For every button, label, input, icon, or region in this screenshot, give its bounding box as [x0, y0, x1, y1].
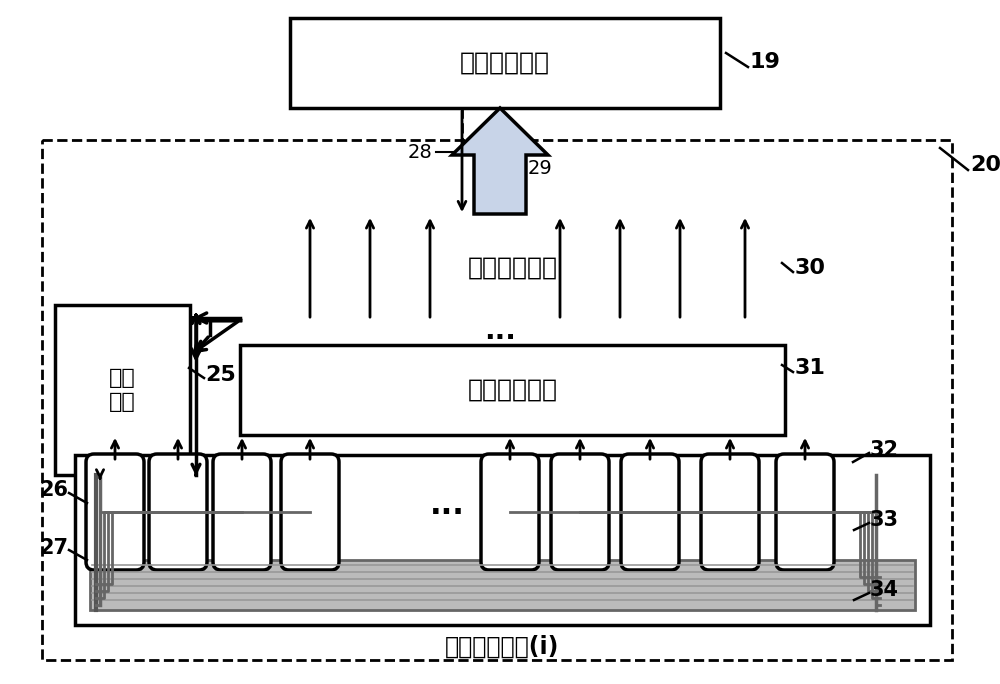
FancyBboxPatch shape — [213, 454, 271, 570]
Text: 信号采集模块(i): 信号采集模块(i) — [445, 635, 560, 659]
Text: 光源
模块: 光源 模块 — [109, 369, 136, 412]
Bar — [55, 305, 190, 475]
Bar — [42, 140, 952, 660]
Text: 20: 20 — [970, 155, 1000, 175]
Text: 19: 19 — [750, 52, 781, 72]
Text: 33: 33 — [870, 510, 899, 530]
Text: 信号解调模块: 信号解调模块 — [468, 256, 558, 280]
FancyBboxPatch shape — [149, 454, 207, 570]
Text: ···: ··· — [430, 499, 464, 527]
Text: 数据传输模块: 数据传输模块 — [460, 51, 550, 75]
FancyBboxPatch shape — [776, 454, 834, 570]
Text: 25: 25 — [205, 365, 236, 385]
FancyBboxPatch shape — [481, 454, 539, 570]
Text: 32: 32 — [870, 440, 899, 460]
Text: 26: 26 — [39, 480, 68, 500]
Text: 28: 28 — [407, 142, 432, 161]
Text: 29: 29 — [528, 159, 553, 178]
FancyBboxPatch shape — [86, 454, 144, 570]
Text: 31: 31 — [795, 358, 826, 378]
FancyBboxPatch shape — [621, 454, 679, 570]
Text: ···: ··· — [484, 324, 516, 352]
Text: 30: 30 — [795, 258, 826, 278]
Bar — [240, 345, 785, 435]
Bar — [90, 560, 915, 610]
Text: 34: 34 — [870, 580, 899, 600]
Bar — [290, 18, 720, 108]
FancyBboxPatch shape — [701, 454, 759, 570]
Text: 光电转换模块: 光电转换模块 — [468, 378, 558, 402]
FancyBboxPatch shape — [551, 454, 609, 570]
Text: 27: 27 — [39, 538, 68, 558]
Bar — [75, 455, 930, 625]
FancyBboxPatch shape — [281, 454, 339, 570]
Polygon shape — [452, 108, 548, 214]
